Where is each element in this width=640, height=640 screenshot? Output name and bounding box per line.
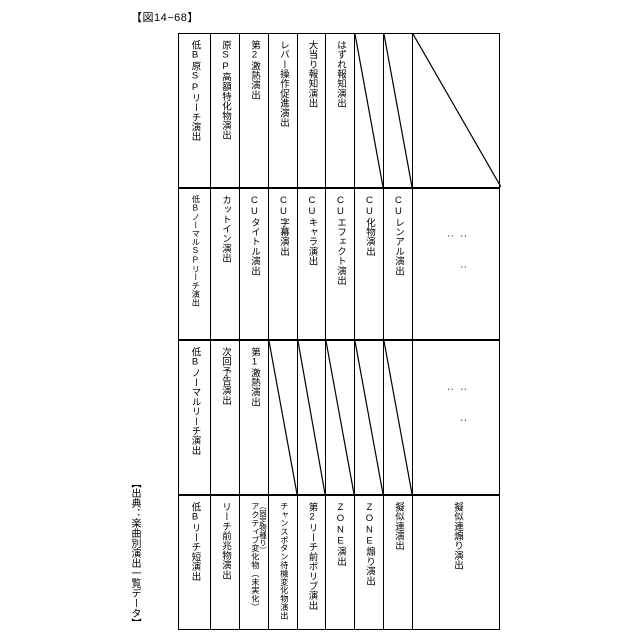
table-cell: CUレンアル演出 xyxy=(384,189,413,339)
cell-label: 第2激熱演出 xyxy=(249,40,259,100)
diagonal-strike-icon xyxy=(355,34,383,187)
ellipsis-marker: ‥ ‥ ‥ xyxy=(444,379,470,456)
table-cell: ZONE煽り演出 xyxy=(355,496,384,629)
table-cell: レバー操作促進演出 xyxy=(269,34,298,187)
diagonal-strike-icon xyxy=(298,341,325,494)
table-cell: 低B原SPリーチ演出 xyxy=(179,34,211,187)
diagonal-strike-icon xyxy=(413,34,501,187)
cell-label: リーチ前兆物演出 xyxy=(220,502,230,580)
diagonal-strike-icon xyxy=(384,34,412,187)
table-cell xyxy=(269,341,298,494)
effect-list-table: 低B原SPリーチ演出 原SP高額特化物演出 第2激熱演出 レバー操作促進演出 大当り報知… xyxy=(178,33,500,630)
table-cell: CUキャラ演出 xyxy=(298,189,326,339)
cell-label: ZONE煽り演出 xyxy=(364,502,374,586)
table-cell xyxy=(355,341,384,494)
source-note: 【出典：楽曲別演出一覧データ】 xyxy=(127,478,142,618)
table-cell: ZONE演出 xyxy=(326,496,355,629)
cell-label: 擬似連煽り演出 xyxy=(452,502,462,570)
table-cell: カットイン演出 xyxy=(211,189,240,339)
cell-label: CUエフェクト演出 xyxy=(335,195,345,285)
table-cell: 第2リーチ前ボリブ演出 xyxy=(298,496,326,629)
table-band-bottom: 低Bノーマルリーチ演出 次回予告演出 第1激熱演出 ‥ ‥ ‥ xyxy=(178,340,500,495)
cell-label: 次回予告演出 xyxy=(220,347,230,405)
cell-label: 第2リーチ前ボリブ演出 xyxy=(307,502,317,610)
table-cell xyxy=(384,34,413,187)
table-cell xyxy=(384,341,413,494)
table-cell: アクティブ変化物（未実化）（固定物種り） xyxy=(240,496,269,629)
cell-label: はずれ報知演出 xyxy=(335,40,345,108)
table-cell: 擬似連煽り演出 xyxy=(413,496,501,629)
cell-label: カットイン演出 xyxy=(220,195,230,263)
table-cell: CUエフェクト演出 xyxy=(326,189,355,339)
cell-sublabel: （固定物種り） xyxy=(258,502,269,554)
table-cell: はずれ報知演出 xyxy=(326,34,355,187)
table-cell: 第2激熱演出 xyxy=(240,34,269,187)
cell-label: 擬似連演出 xyxy=(393,502,403,551)
cell-label: CU字幕演出 xyxy=(278,195,288,256)
diagonal-strike-icon xyxy=(384,341,412,494)
cell-label: 原SP高額特化物演出 xyxy=(220,40,230,140)
table-cell: リーチ前兆物演出 xyxy=(211,496,240,629)
diagonal-strike-icon xyxy=(269,341,297,494)
table-cell: 低Bリーチ短演出 xyxy=(179,496,211,629)
diagonal-strike-icon xyxy=(326,341,354,494)
cell-label: 低BノーマルSPリーチ演出 xyxy=(190,195,199,307)
cell-label: 低B原SPリーチ演出 xyxy=(190,40,200,142)
table-cell: 低Bノーマルリーチ演出 xyxy=(179,341,211,494)
cell-label: CUレンアル演出 xyxy=(393,195,403,276)
table-cell: 原SP高額特化物演出 xyxy=(211,34,240,187)
table-cell: 低BノーマルSPリーチ演出 xyxy=(179,189,211,339)
table-cell: CUタイトル演出 xyxy=(240,189,269,339)
table-cell: 大当り報知演出 xyxy=(298,34,326,187)
cell-label: レバー操作促進演出 xyxy=(278,40,288,127)
table-cell xyxy=(298,341,326,494)
cell-label: 低Bノーマルリーチ演出 xyxy=(190,347,200,455)
ellipsis-marker: ‥ ‥ ‥ xyxy=(444,227,470,302)
cell-label: チャンスポタン待機変化物演出 xyxy=(279,502,288,620)
table-cell: 擬似連演出 xyxy=(384,496,413,629)
table-cell: 次回予告演出 xyxy=(211,341,240,494)
table-cell xyxy=(355,34,384,187)
table-cell xyxy=(413,34,501,187)
cell-label: CU化物演出 xyxy=(364,195,374,256)
table-cell: 第1激熱演出 xyxy=(240,341,269,494)
cell-label: CUタイトル演出 xyxy=(249,195,259,276)
table-band-mid: 低BノーマルSPリーチ演出 カットイン演出 CUタイトル演出 CU字幕演出 CUキャラ演… xyxy=(178,188,500,340)
table-cell xyxy=(326,341,355,494)
table-cell: CU化物演出 xyxy=(355,189,384,339)
cell-label: 低Bリーチ短演出 xyxy=(190,502,200,581)
cell-label: CUキャラ演出 xyxy=(307,195,317,266)
table-cell: ‥ ‥ ‥ xyxy=(413,189,501,339)
figure-number: 【図14−68】 xyxy=(131,9,199,25)
table-cell: CU字幕演出 xyxy=(269,189,298,339)
table-band-top: 低B原SPリーチ演出 原SP高額特化物演出 第2激熱演出 レバー操作促進演出 大当り報知… xyxy=(178,33,500,188)
diagonal-strike-icon xyxy=(355,341,383,494)
cell-label: 大当り報知演出 xyxy=(307,40,317,108)
table-cell: ‥ ‥ ‥ xyxy=(413,341,501,494)
table-cell: チャンスポタン待機変化物演出 xyxy=(269,496,298,629)
cell-label: 第1激熱演出 xyxy=(249,347,259,407)
cell-label: ZONE演出 xyxy=(335,502,345,566)
table-band-low: 低Bリーチ短演出 リーチ前兆物演出アクティブ変化物（未実化）（固定物種り） チャンス… xyxy=(178,495,500,630)
